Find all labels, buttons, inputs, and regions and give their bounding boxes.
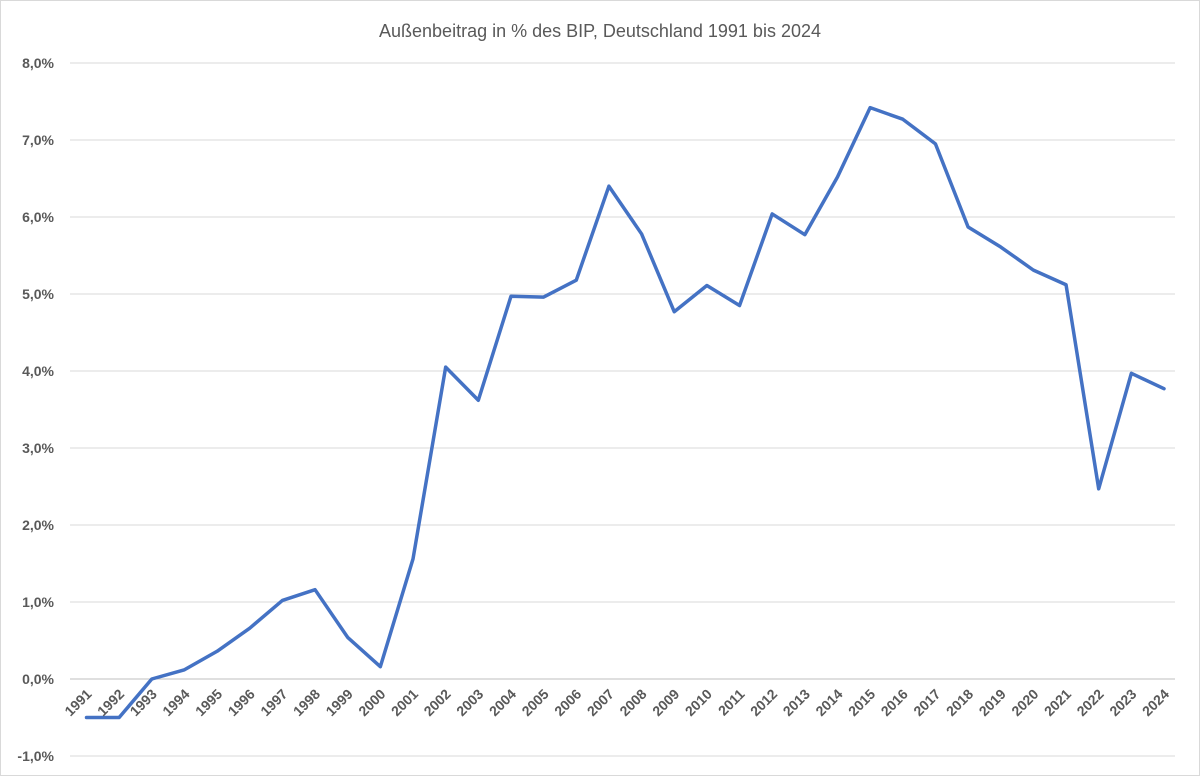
chart-title: Außenbeitrag in % des BIP, Deutschland 1… — [379, 21, 821, 41]
y-tick-label: -1,0% — [17, 748, 54, 764]
y-axis: -1,0% 0,0% 1,0% 2,0% 3,0% 4,0% 5,0% 6,0% 7,0% 8,0… — [17, 55, 54, 764]
y-tick-label: 7,0% — [22, 132, 54, 148]
y-tick-label: 6,0% — [22, 209, 54, 225]
series-line — [84, 105, 1166, 720]
y-tick-label: 4,0% — [22, 363, 54, 379]
y-tick-label: 1,0% — [22, 594, 54, 610]
y-tick-label: 0,0% — [22, 671, 54, 687]
y-tick-label: 5,0% — [22, 286, 54, 302]
y-tick-label: 2,0% — [22, 517, 54, 533]
gridlines — [70, 62, 1175, 757]
y-tick-label: 8,0% — [22, 55, 54, 71]
y-tick-label: 3,0% — [22, 440, 54, 456]
